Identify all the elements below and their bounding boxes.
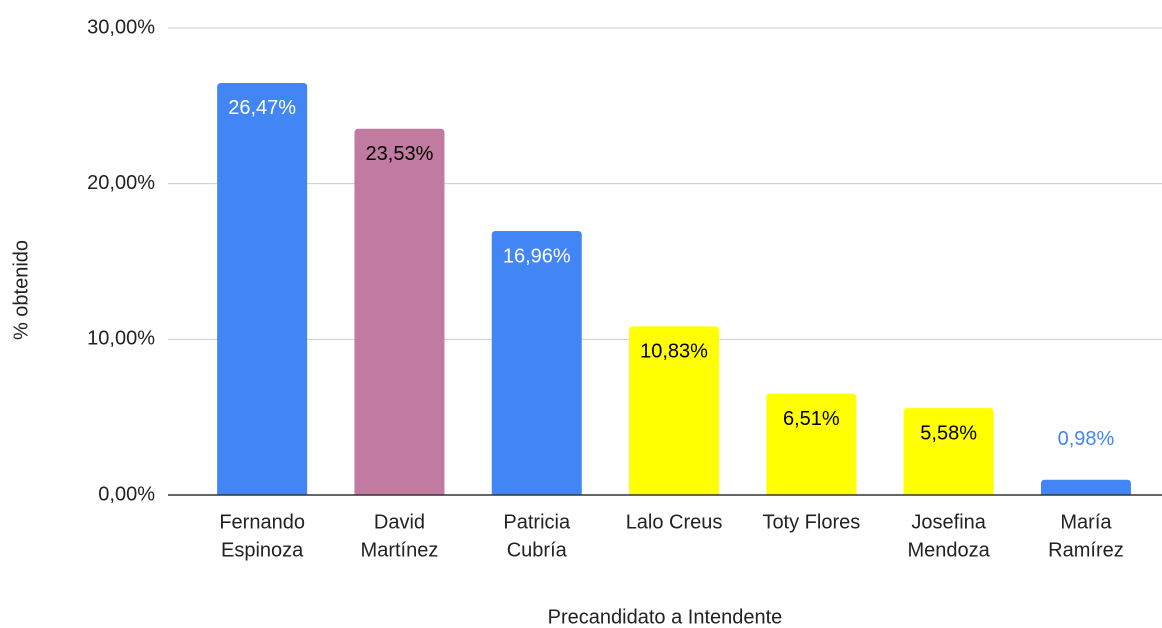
bar <box>1040 479 1131 495</box>
value-label: 10,83% <box>640 341 708 363</box>
x-tick-label: Mendoza <box>908 539 991 561</box>
bar <box>217 82 308 496</box>
bar <box>903 408 994 495</box>
bar <box>766 393 857 495</box>
value-label: 23,53% <box>366 143 434 165</box>
bar <box>354 128 445 495</box>
x-tick-label: Lalo Creus <box>626 511 723 533</box>
x-tick-label: María <box>1060 511 1112 533</box>
x-tick-label: Toty Flores <box>762 511 860 533</box>
y-tick-label: 20,00% <box>87 172 155 194</box>
bar <box>629 326 720 495</box>
x-tick-label: Fernando <box>219 511 305 533</box>
x-tick-label: Cubría <box>507 539 568 561</box>
x-axis-title: Precandidato a Intendente <box>548 606 783 628</box>
y-tick-label: 10,00% <box>87 328 155 350</box>
y-axis-title: % obtenido <box>10 240 32 340</box>
x-tick-label: Patricia <box>503 511 571 533</box>
x-tick-label: Martínez <box>361 539 439 561</box>
value-label: 26,47% <box>228 97 296 119</box>
x-tick-label: Ramírez <box>1048 539 1124 561</box>
x-tick-label: Espinoza <box>221 539 304 561</box>
y-tick-label: 30,00% <box>87 16 155 38</box>
value-label: 16,96% <box>503 245 571 267</box>
x-tick-label: David <box>374 511 425 533</box>
value-label: 5,58% <box>920 422 977 444</box>
bar <box>491 230 582 496</box>
x-tick-label: Josefina <box>911 511 986 533</box>
value-label: 6,51% <box>783 408 840 430</box>
y-tick-label: 0,00% <box>98 483 155 505</box>
value-label: 0,98% <box>1058 428 1115 450</box>
